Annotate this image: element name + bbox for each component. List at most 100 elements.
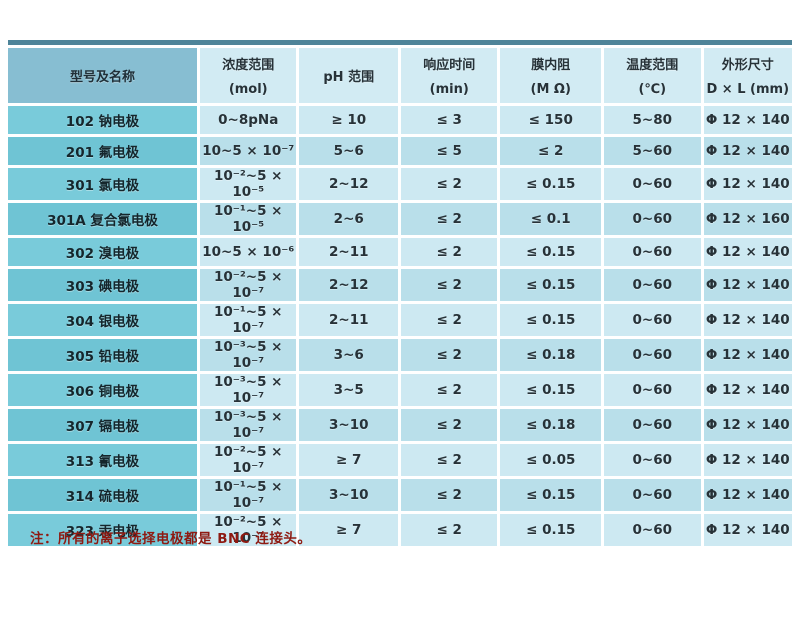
header-title: 浓度范围 [222,58,275,73]
header-sub: D × L (mm) [706,82,790,97]
table-row: 303 碘电极 10⁻²~5 × 10⁻⁷ 2~12 ≤ 2 ≤ 0.15 0~… [8,269,792,301]
cell-concentration: 10⁻³~5 × 10⁻⁷ [199,374,297,406]
table-row: 304 银电极 10⁻¹~5 × 10⁻⁷ 2~11 ≤ 2 ≤ 0.15 0~… [8,304,792,336]
cell-model: 305 铅电极 [8,339,197,371]
cell-resistance: ≤ 0.1 [500,203,601,235]
cell-response: ≤ 3 [400,106,498,134]
table-row: 302 溴电极 10~5 × 10⁻⁶ 2~11 ≤ 2 ≤ 0.15 0~60… [8,238,792,266]
cell-concentration: 10⁻²~5 × 10⁻⁵ [199,168,297,200]
table-row: 313 氰电极 10⁻²~5 × 10⁻⁷ ≥ 7 ≤ 2 ≤ 0.05 0~6… [8,444,792,476]
table-row: 301A 复合氯电极 10⁻¹~5 × 10⁻⁵ 2~6 ≤ 2 ≤ 0.1 0… [8,203,792,235]
header-title: 型号及名称 [69,70,135,85]
cell-resistance: ≤ 0.05 [500,444,601,476]
cell-temperature: 0~60 [604,444,701,476]
cell-concentration: 10⁻³~5 × 10⁻⁷ [199,339,297,371]
cell-concentration: 10⁻¹~5 × 10⁻⁷ [199,479,297,511]
header-title: 温度范围 [626,58,679,73]
cell-ph: 2~11 [299,304,398,336]
cell-resistance: ≤ 0.15 [500,304,601,336]
cell-resistance: ≤ 0.15 [500,479,601,511]
cell-resistance: ≤ 2 [500,137,601,165]
header-sub: (M Ω) [530,82,571,97]
cell-resistance: ≤ 0.18 [500,409,601,441]
cell-temperature: 0~60 [604,304,701,336]
cell-model: 201 氟电极 [8,137,197,165]
header-title: 外形尺寸 [721,58,774,73]
header-membrane-resistance: 膜内阻 (M Ω) [500,48,601,103]
table-row: 102 钠电极 0~8pNa ≥ 10 ≤ 3 ≤ 150 5~80 Φ 12 … [8,106,792,134]
cell-ph: ≥ 7 [299,514,398,546]
cell-ph: ≥ 10 [299,106,398,134]
cell-concentration: 10⁻²~5 × 10⁻⁷ [199,444,297,476]
cell-size: Φ 12 × 140 [703,304,792,336]
cell-response: ≤ 2 [400,269,498,301]
header-title: 膜内阻 [531,58,571,73]
cell-response: ≤ 2 [400,374,498,406]
cell-ph: 3~10 [299,409,398,441]
cell-response: ≤ 2 [400,339,498,371]
cell-resistance: ≤ 0.18 [500,339,601,371]
cell-size: Φ 12 × 140 [703,409,792,441]
header-sub: (min) [429,82,469,97]
header-title: 响应时间 [423,58,476,73]
cell-response: ≤ 2 [400,168,498,200]
cell-model: 313 氰电极 [8,444,197,476]
cell-size: Φ 12 × 140 [703,479,792,511]
cell-resistance: ≤ 0.15 [500,374,601,406]
cell-ph: 3~6 [299,339,398,371]
cell-model: 304 银电极 [8,304,197,336]
cell-size: Φ 12 × 140 [703,444,792,476]
cell-temperature: 0~60 [604,203,701,235]
cell-size: Φ 12 × 140 [703,106,792,134]
cell-model: 301A 复合氯电极 [8,203,197,235]
electrode-spec-table: 型号及名称 浓度范围 (mol) pH 范围 响应时间 (min) 膜内阻 (M Ω)… [5,40,795,549]
cell-temperature: 5~80 [604,106,701,134]
cell-model: 323 汞电极 [8,514,197,546]
cell-resistance: ≤ 0.15 [500,168,601,200]
header-response-time: 响应时间 (min) [400,48,498,103]
table-row: 305 铅电极 10⁻³~5 × 10⁻⁷ 3~6 ≤ 2 ≤ 0.18 0~6… [8,339,792,371]
cell-temperature: 0~60 [604,409,701,441]
cell-concentration: 10⁻²~5 × 10⁻⁷ [199,269,297,301]
cell-temperature: 0~60 [604,514,701,546]
header-row: 型号及名称 浓度范围 (mol) pH 范围 响应时间 (min) 膜内阻 (M Ω)… [8,48,792,103]
cell-temperature: 0~60 [604,479,701,511]
cell-ph: ≥ 7 [299,444,398,476]
cell-response: ≤ 2 [400,514,498,546]
table-row: 201 氟电极 10~5 × 10⁻⁷ 5~6 ≤ 5 ≤ 2 5~60 Φ 1… [8,137,792,165]
cell-ph: 5~6 [299,137,398,165]
header-sub: (mol) [228,82,268,97]
footnote: 注：所有的离子选择电极都是 BNC 连接头。 [30,531,312,547]
cell-size: Φ 12 × 140 [703,514,792,546]
table-top-border [8,40,792,45]
cell-resistance: ≤ 0.15 [500,238,601,266]
header-temperature-range: 温度范围 (℃) [604,48,701,103]
spec-table: 型号及名称 浓度范围 (mol) pH 范围 响应时间 (min) 膜内阻 (M Ω)… [5,45,795,549]
cell-temperature: 0~60 [604,168,701,200]
cell-temperature: 0~60 [604,269,701,301]
table-row: 314 硫电极 10⁻¹~5 × 10⁻⁷ 3~10 ≤ 2 ≤ 0.15 0~… [8,479,792,511]
cell-response: ≤ 2 [400,444,498,476]
cell-model: 301 氯电极 [8,168,197,200]
cell-response: ≤ 2 [400,409,498,441]
cell-response: ≤ 2 [400,479,498,511]
cell-response: ≤ 2 [400,203,498,235]
cell-temperature: 0~60 [604,339,701,371]
cell-model: 307 镉电极 [8,409,197,441]
cell-size: Φ 12 × 160 [703,203,792,235]
cell-response: ≤ 5 [400,137,498,165]
cell-size: Φ 12 × 140 [703,168,792,200]
cell-ph: 3~5 [299,374,398,406]
cell-temperature: 5~60 [604,137,701,165]
cell-ph: 2~6 [299,203,398,235]
table-row: 301 氯电极 10⁻²~5 × 10⁻⁵ 2~12 ≤ 2 ≤ 0.15 0~… [8,168,792,200]
cell-concentration: 10⁻¹~5 × 10⁻⁵ [199,203,297,235]
cell-concentration: 10~5 × 10⁻⁶ [199,238,297,266]
cell-ph: 3~10 [299,479,398,511]
table-row: 307 镉电极 10⁻³~5 × 10⁻⁷ 3~10 ≤ 2 ≤ 0.18 0~… [8,409,792,441]
header-sub: (℃) [638,82,667,97]
cell-resistance: ≤ 0.15 [500,514,601,546]
cell-concentration: 10⁻¹~5 × 10⁻⁷ [199,304,297,336]
cell-model: 303 碘电极 [8,269,197,301]
